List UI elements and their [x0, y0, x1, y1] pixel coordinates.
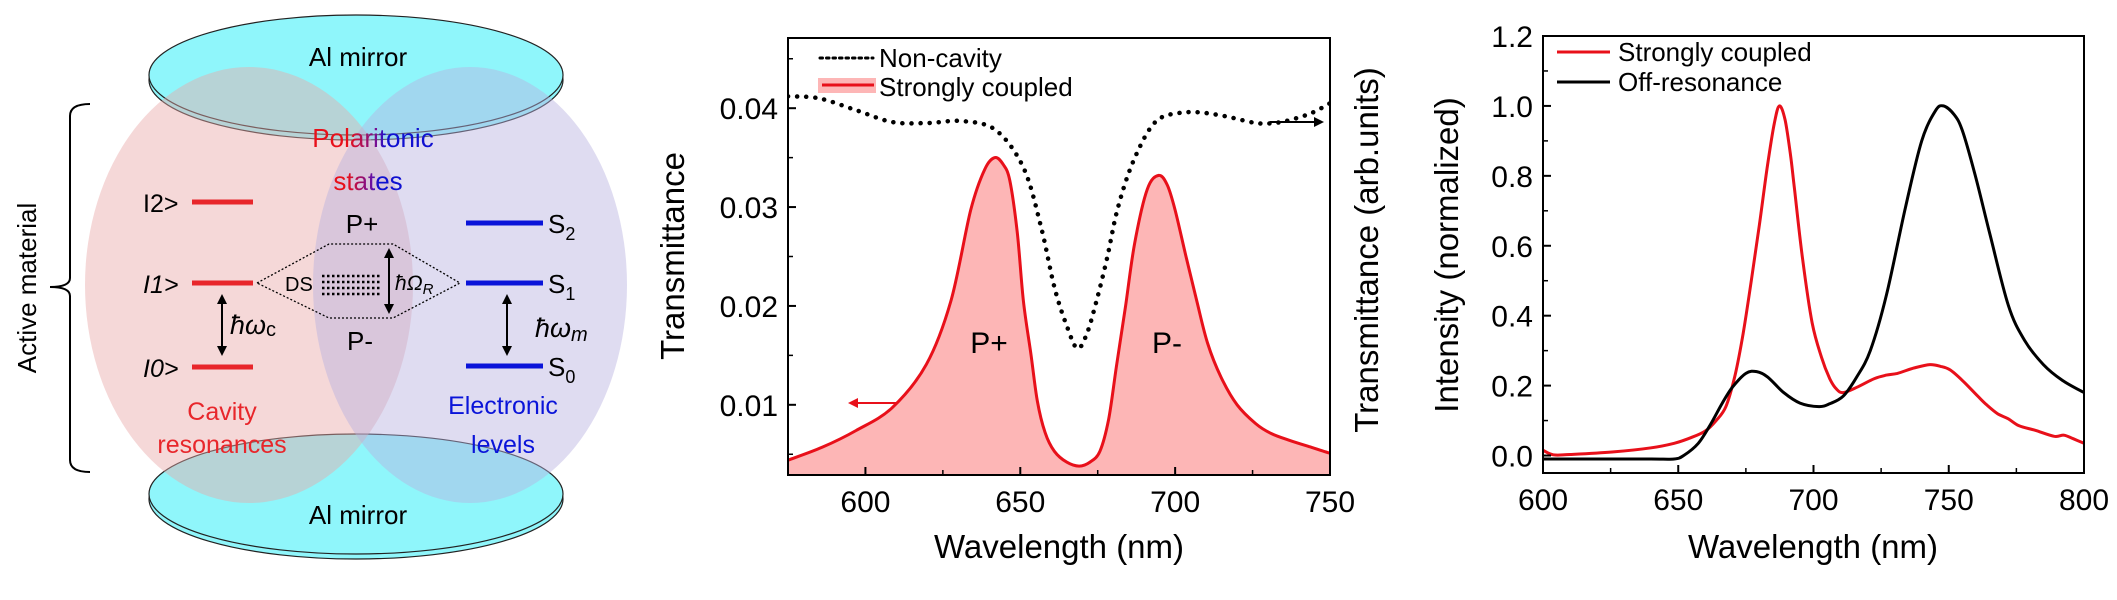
electronic-level-0-label: S0	[548, 352, 575, 387]
electronic-label-line2: levels	[471, 431, 535, 459]
bottom-mirror	[148, 433, 564, 560]
y-tick-label: 1.2	[1491, 21, 1533, 54]
legend-label-strongly-coupled: Strongly coupled	[879, 72, 1073, 102]
rabi-splitting-label: ħΩR	[395, 272, 434, 298]
x-tick-label: 800	[2059, 484, 2109, 517]
dark-states-label: DS	[285, 274, 313, 296]
x-tick-label: 650	[995, 486, 1045, 519]
series-line-strongly-coupled	[788, 156, 1330, 468]
y-tick-label: 0.4	[1491, 301, 1533, 334]
y-tick-label: 0.04	[720, 93, 778, 126]
bottom-mirror-label: Al mirror	[309, 500, 408, 530]
lower-polariton-annotation: P-	[1152, 327, 1182, 360]
plot-frame	[787, 37, 1331, 476]
lower-polariton-label: P-	[347, 326, 373, 356]
y-tick-label: 0.2	[1491, 371, 1533, 404]
cavity-levels: I2> I1> I0> ħωc	[143, 190, 276, 383]
legend-label-strongly-coupled: Strongly coupled	[1618, 37, 1812, 67]
cavity-label-line2: resonances	[157, 431, 286, 459]
x-tick-label: 700	[1150, 486, 1200, 519]
cavity-level-2-label: I2>	[143, 190, 178, 218]
legend: Strongly coupled Off-resonance	[1557, 37, 1812, 97]
x-tick-label: 750	[1924, 484, 1974, 517]
y-tick-label: 1.0	[1491, 91, 1533, 124]
x-axis-label: Wavelength (nm)	[934, 528, 1184, 565]
y-axis-label: Intensity (normalized)	[1428, 97, 1465, 412]
y-tick-label: 0.02	[720, 291, 778, 324]
x-tick-label: 600	[1518, 484, 1568, 517]
y-tick-label: 0.6	[1491, 231, 1533, 264]
legend-label-non-cavity: Non-cavity	[879, 43, 1002, 73]
photoluminescence-chart: 600 650 700 750 800 0.0 0.2 0.4 0.6 0.8 1.0 1.2 Wav…	[1428, 21, 2109, 565]
top-mirror-label: Al mirror	[309, 42, 408, 72]
cavity-energy-label: ħωc	[230, 310, 276, 341]
x-axis-label: Wavelength (nm)	[1688, 528, 1938, 565]
molecular-energy-label: ħωm	[535, 313, 588, 346]
y-tick-label: 0.0	[1491, 441, 1533, 474]
polaritonic-label-line1: Polaritonic	[312, 123, 433, 153]
transmittance-chart: 600 650 700 750 0.01 0.02 0.03 0.04 Wavelength …	[654, 37, 1385, 565]
polariton-diagram: Al mirror Al mirror Active material Pola…	[12, 14, 627, 560]
legend-label-off-resonance: Off-resonance	[1618, 67, 1782, 97]
x-tick-label: 700	[1788, 484, 1838, 517]
dark-states-dots	[322, 274, 382, 296]
electronic-label-line1: Electronic	[448, 392, 558, 420]
active-material-bracket	[49, 103, 91, 473]
legend: Non-cavity Strongly coupled	[818, 43, 1073, 102]
electronic-levels: S2 S1 S0 ħωm	[466, 209, 588, 387]
polariton-levels: P+ P- DS ħΩR	[255, 209, 462, 356]
y-axis-label-right: Transmittance (arb.units)	[1348, 67, 1385, 433]
x-tick-label: 600	[840, 486, 890, 519]
y-tick-label: 0.8	[1491, 161, 1533, 194]
series-line-off-resonance	[1543, 104, 2084, 461]
polaritonic-label-line2: states	[333, 166, 402, 196]
upper-polariton-label: P+	[346, 209, 379, 239]
top-mirror	[148, 14, 564, 141]
upper-polariton-annotation: P+	[970, 327, 1008, 360]
cavity-label-line1: Cavity	[187, 398, 257, 426]
y-tick-label: 0.03	[720, 192, 778, 225]
electronic-level-1-label: S1	[548, 269, 575, 304]
cavity-level-0-label: I0>	[143, 355, 178, 383]
x-tick-label: 750	[1305, 486, 1355, 519]
series-fill-strongly-coupled	[788, 157, 1330, 475]
y-axis-label: Transmittance	[654, 152, 691, 360]
x-tick-label: 650	[1653, 484, 1703, 517]
electronic-level-2-label: S2	[548, 209, 575, 244]
active-material-label: Active material	[12, 203, 42, 374]
cavity-level-1-label: I1>	[143, 271, 178, 299]
y-tick-label: 0.01	[720, 390, 778, 423]
series-line-non-cavity	[788, 94, 1330, 351]
